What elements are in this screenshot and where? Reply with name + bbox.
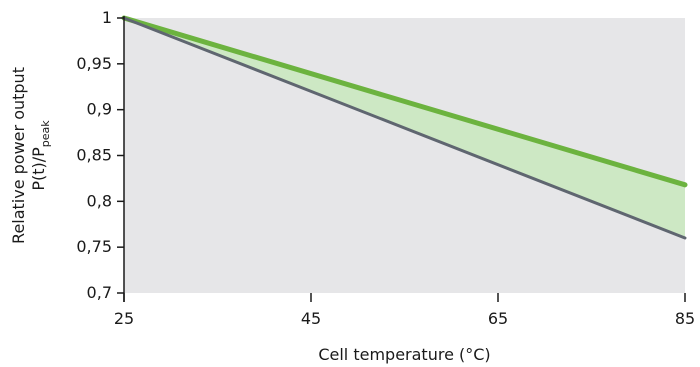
y-tick-label: 0,7 [87,283,112,302]
y-axis-title-subscript: peak [39,120,52,147]
y-axis-title-main: P(t)/P [29,147,48,191]
y-tick-label: 0,85 [76,146,112,165]
y-tick-label: 0,8 [87,191,112,210]
y-tick-label: 0,9 [87,100,112,119]
y-tick-label: 1 [102,8,112,27]
y-tick-label: 0,95 [76,54,112,73]
x-tick-label: 65 [488,309,508,328]
x-tick-label: 85 [675,309,695,328]
y-tick-label: 0,75 [76,237,112,256]
series-line-lower-bound [122,16,687,240]
y-axis-title: Relative power output P(t)/Ppeak [9,67,52,244]
x-axis-title: Cell temperature (°C) [318,345,490,364]
x-tick-label: 45 [301,309,321,328]
x-tick-label: 25 [114,309,134,328]
y-axis-title-line1: Relative power output [9,67,28,244]
y-axis-ticks: 0,7 0,75 0,8 0,85 0,9 0,95 1 [76,8,124,302]
series-line-upper-bound [121,15,688,188]
plot-area-background [124,18,685,293]
y-axis-title-line2: P(t)/Ppeak [29,120,52,191]
x-axis-ticks: 25 45 65 85 [114,293,695,328]
